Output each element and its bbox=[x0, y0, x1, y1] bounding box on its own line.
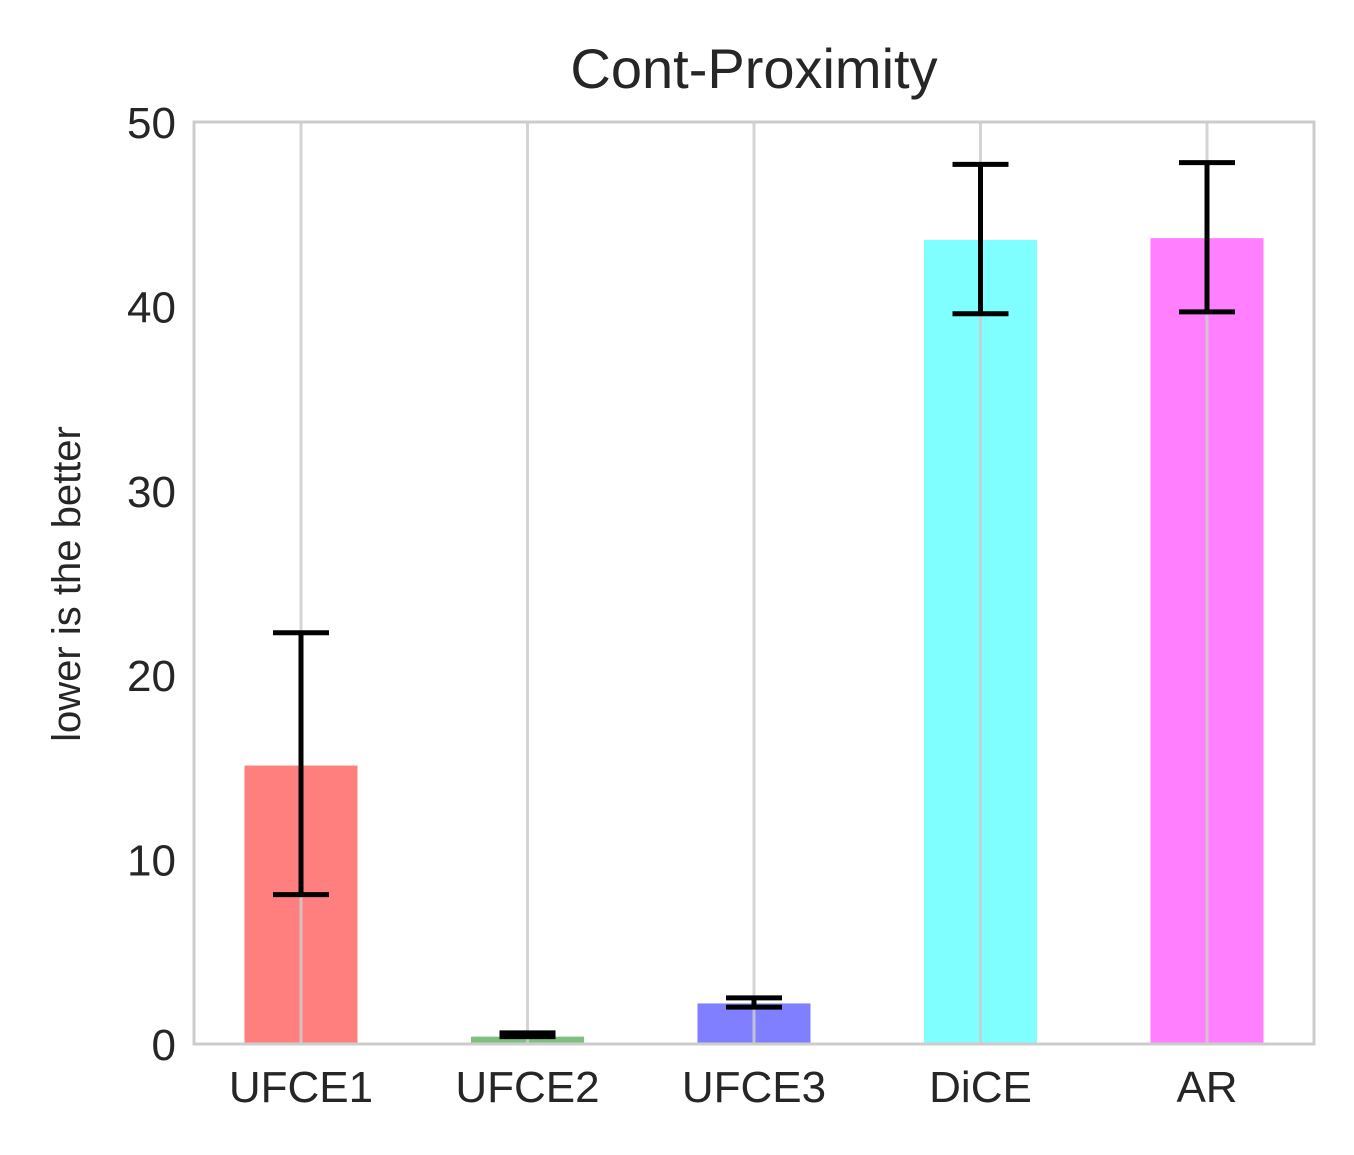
error-bars bbox=[273, 160, 1235, 1040]
y-tick-label-30: 30 bbox=[127, 468, 176, 517]
y-tick-label-10: 10 bbox=[127, 837, 176, 886]
y-tick-label-20: 20 bbox=[127, 652, 176, 701]
y-axis-label: lower is the better bbox=[45, 426, 89, 742]
y-tick-label-40: 40 bbox=[127, 283, 176, 332]
x-tick-label-ufce1: UFCE1 bbox=[229, 1063, 373, 1112]
x-tick-label-ar: AR bbox=[1176, 1063, 1237, 1112]
chart-title: Cont-Proximity bbox=[570, 37, 937, 100]
y-tick-label-50: 50 bbox=[127, 99, 176, 148]
x-tick-label-ufce2: UFCE2 bbox=[455, 1063, 599, 1112]
y-tick-labels: 0 10 20 30 40 50 bbox=[127, 99, 176, 1070]
plot-frame bbox=[192, 120, 1316, 1046]
y-tick-label-0: 0 bbox=[152, 1021, 176, 1070]
x-tick-label-dice: DiCE bbox=[929, 1063, 1032, 1112]
x-tick-labels: UFCE1 UFCE2 UFCE3 DiCE AR bbox=[229, 1063, 1238, 1112]
gridlines bbox=[299, 122, 1209, 1044]
x-tick-label-ufce3: UFCE3 bbox=[682, 1063, 826, 1112]
